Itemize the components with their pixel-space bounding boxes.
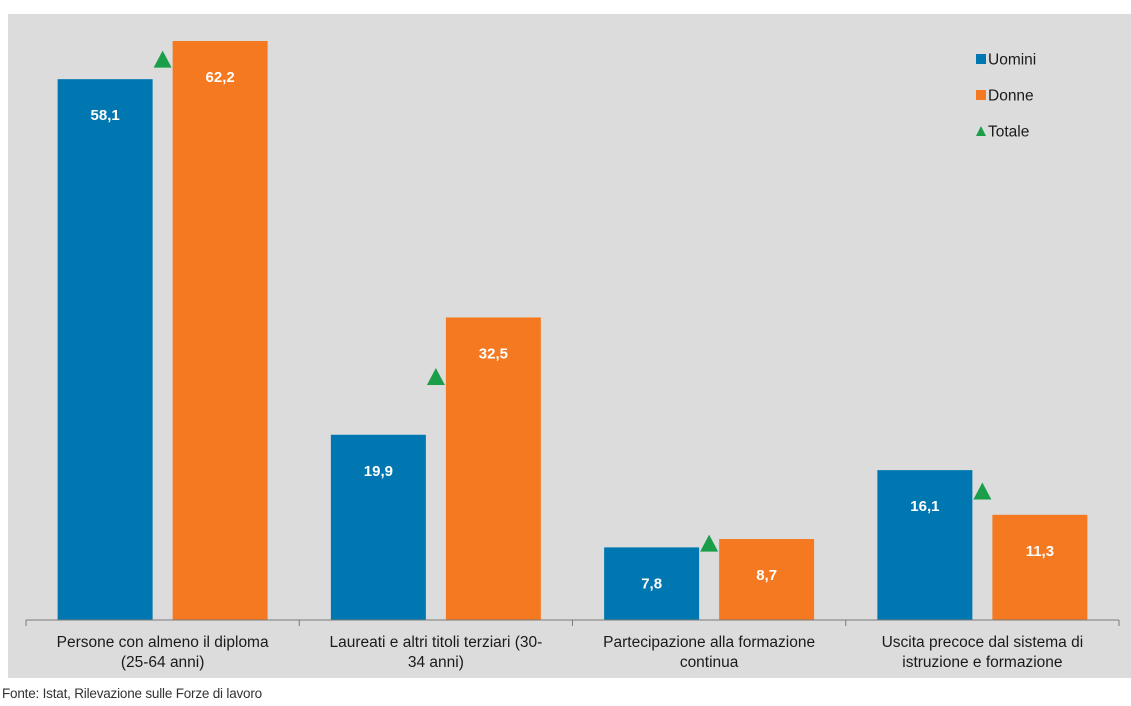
bar-donne-0	[172, 41, 268, 620]
legend-label-totale: Totale	[988, 124, 1029, 141]
bar-uomini-2	[604, 547, 700, 620]
category-labels-group: Persone con almeno il diploma (25-64 anni…	[57, 634, 1084, 671]
bar-uomini-1	[330, 434, 426, 620]
value-labels-group: 58,1 62,2 19,9 32,5 7,8 8,7 16,1 11,3	[91, 69, 1055, 592]
value-label-donne-1: 32,5	[479, 345, 508, 362]
value-label-uomini-2: 7,8	[641, 575, 662, 592]
bars-group	[57, 41, 1088, 621]
bar-donne-3	[992, 514, 1088, 620]
category-label-2-line-1: continua	[680, 654, 739, 671]
bar-donne-1	[445, 317, 541, 620]
category-label-3-line-1: istruzione e formazione	[902, 654, 1062, 671]
value-label-donne-2: 8,7	[756, 567, 777, 584]
totale-markers-group	[153, 50, 992, 552]
category-label-0-line-0: Persone con almeno il diploma	[57, 634, 269, 651]
legend-swatch-donne	[976, 90, 986, 100]
bar-uomini-3	[877, 470, 973, 620]
marker-totale-2	[700, 534, 719, 552]
source-note: Fonte: Istat, Rilevazione sulle Forze di…	[2, 686, 262, 701]
category-label-3-line-0: Uscita precoce dal sistema di	[882, 634, 1084, 651]
category-label-0-line-1: (25-64 anni)	[121, 654, 205, 671]
bar-uomini-0	[57, 79, 153, 621]
legend: Uomini Donne Totale	[976, 52, 1036, 141]
category-label-1-line-0: Laureati e altri titoli terziari (30-	[329, 634, 542, 651]
legend-swatch-uomini	[976, 54, 986, 64]
value-label-uomini-0: 58,1	[91, 107, 120, 124]
value-label-donne-0: 62,2	[206, 69, 235, 86]
marker-totale-0	[153, 50, 172, 68]
marker-totale-3	[973, 482, 992, 500]
value-label-donne-3: 11,3	[1026, 543, 1054, 560]
x-axis-ticks	[25, 620, 1120, 626]
legend-swatch-totale	[976, 126, 986, 136]
legend-label-uomini: Uomini	[988, 52, 1036, 69]
marker-totale-1	[426, 368, 445, 386]
bar-donne-2	[719, 539, 815, 620]
value-label-uomini-3: 16,1	[910, 498, 939, 515]
legend-label-donne: Donne	[988, 88, 1034, 105]
category-label-2-line-0: Partecipazione alla formazione	[603, 634, 815, 651]
category-label-1-line-1: 34 anni)	[408, 654, 464, 671]
value-label-uomini-1: 19,9	[364, 463, 393, 480]
